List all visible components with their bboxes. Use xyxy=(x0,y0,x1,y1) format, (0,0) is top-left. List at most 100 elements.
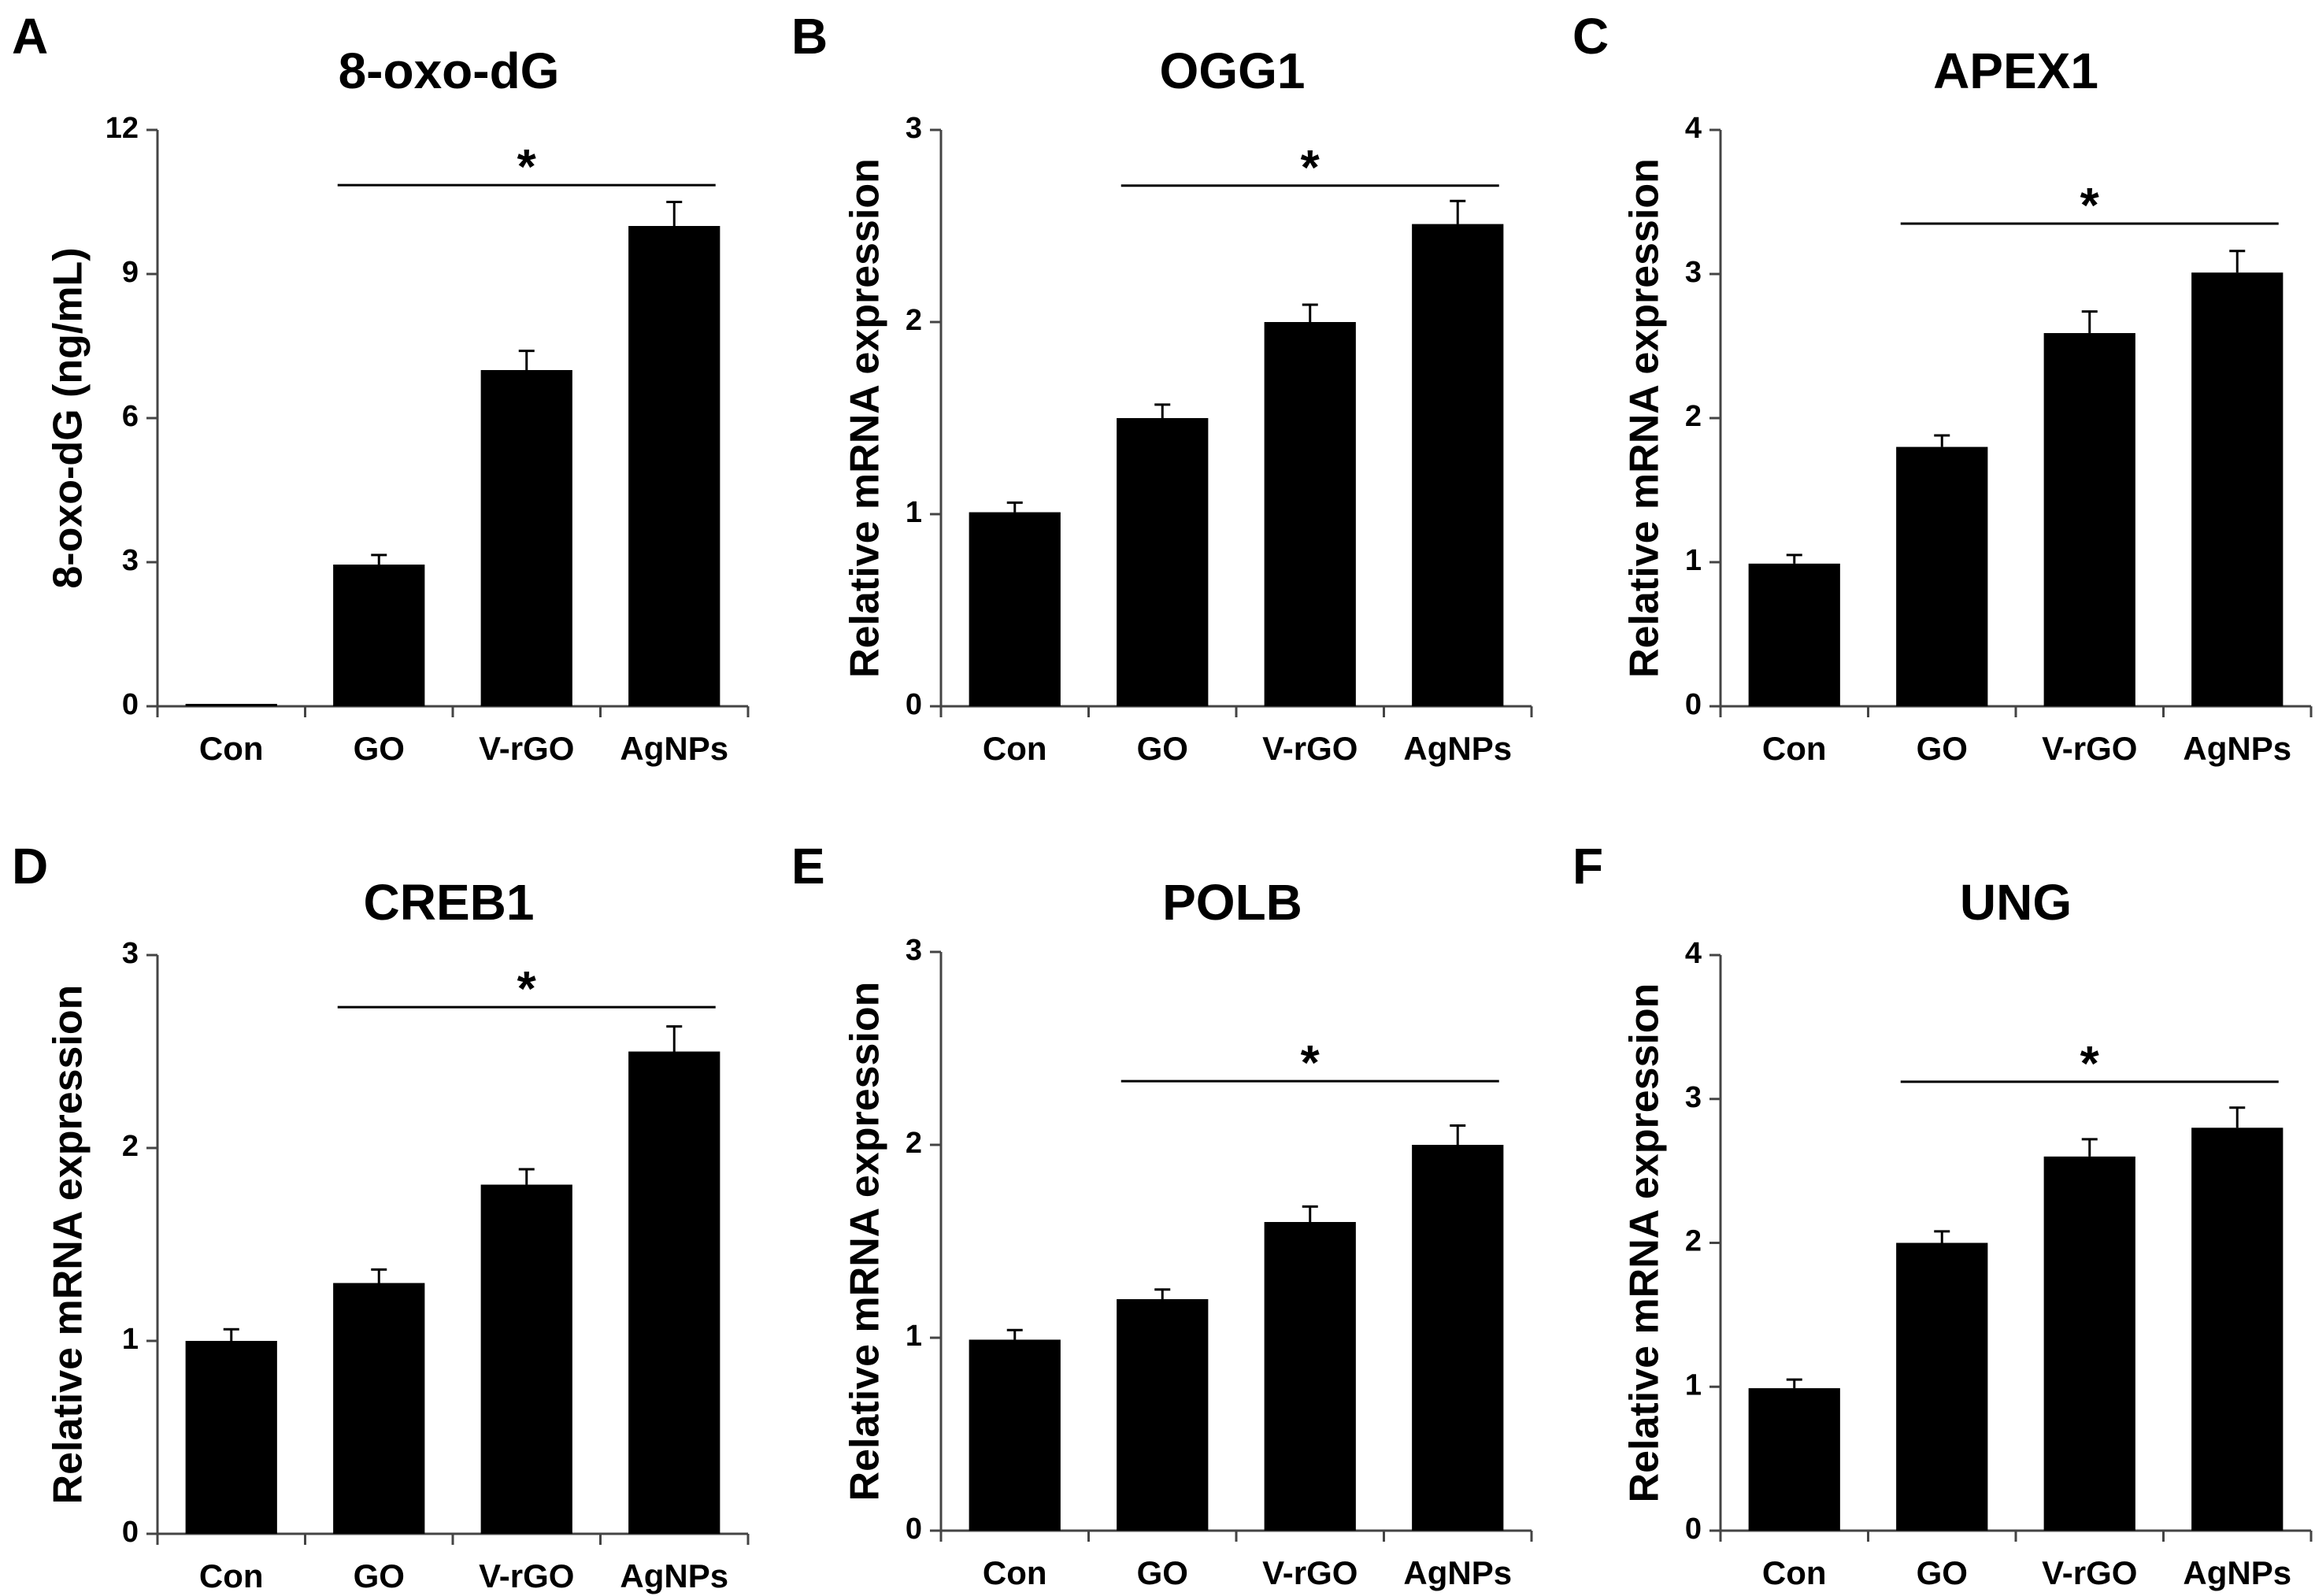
y-axis-label: Relative mRNA expression xyxy=(46,985,91,1505)
y-tick-label: 4 xyxy=(1685,112,1702,145)
bar-go xyxy=(1117,418,1209,706)
y-tick-label: 1 xyxy=(1685,544,1702,577)
chart-title: POLB xyxy=(1162,874,1302,931)
y-tick-label: 3 xyxy=(122,544,139,577)
x-tick-label: Con xyxy=(983,1554,1047,1591)
x-tick-label: AgNPs xyxy=(2183,730,2291,767)
y-tick-label: 1 xyxy=(906,1320,922,1353)
panel-letter: B xyxy=(791,8,828,65)
y-tick-label: 2 xyxy=(906,1127,922,1160)
x-tick-label: Con xyxy=(1762,730,1827,767)
y-tick-label: 3 xyxy=(1685,256,1702,289)
y-axis-label: Relative mRNA expression xyxy=(843,982,888,1502)
bar-v-rgo xyxy=(2043,1156,2135,1531)
bar-go xyxy=(1117,1299,1209,1531)
x-tick-label: V-rGO xyxy=(2042,1554,2137,1591)
y-axis-label: Relative mRNA expression xyxy=(1622,983,1668,1503)
y-tick-label: 6 xyxy=(122,400,139,433)
y-tick-label: 0 xyxy=(122,688,139,721)
bar-con xyxy=(969,1339,1061,1531)
bar-con xyxy=(1748,563,1840,706)
chart-panel-e: E POLB Relative mRNA expression 0 1 2 3 Con GO V-… xyxy=(791,838,1533,1591)
y-axis-label: 8-oxo-dG (ng/mL) xyxy=(46,247,91,588)
x-tick-label: V-rGO xyxy=(479,1557,574,1594)
y-tick-label: 0 xyxy=(122,1516,139,1549)
x-tick-label: AgNPs xyxy=(620,730,728,767)
significance-star: * xyxy=(1301,141,1320,195)
y-tick-label: 2 xyxy=(1685,1225,1702,1258)
y-tick-label: 9 xyxy=(122,256,139,289)
y-tick-label: 3 xyxy=(906,112,922,145)
chart-title: CREB1 xyxy=(364,874,535,931)
bar-agnps xyxy=(2191,272,2284,706)
bar-con xyxy=(1748,1388,1840,1531)
bar-con xyxy=(969,512,1061,706)
bar-v-rgo xyxy=(1264,322,1356,706)
y-tick-label: 4 xyxy=(1685,937,1702,970)
bar-go xyxy=(333,565,425,706)
x-tick-label: V-rGO xyxy=(1262,730,1358,767)
y-axis-label: Relative mRNA expression xyxy=(843,158,888,678)
significance-star: * xyxy=(2080,1037,2100,1091)
x-tick-label: Con xyxy=(199,730,264,767)
y-tick-label: 0 xyxy=(1685,1513,1702,1546)
y-tick-label: 3 xyxy=(906,934,922,967)
y-tick-label: 2 xyxy=(1685,400,1702,433)
x-tick-label: Con xyxy=(983,730,1047,767)
bar-con xyxy=(185,1341,277,1534)
y-axis-label: Relative mRNA expression xyxy=(1622,158,1668,678)
chart-title: APEX1 xyxy=(1933,43,2098,99)
significance-star: * xyxy=(517,140,537,194)
x-tick-label: V-rGO xyxy=(2042,730,2137,767)
x-tick-label: V-rGO xyxy=(1262,1554,1358,1591)
y-tick-label: 0 xyxy=(906,1513,922,1546)
bar-agnps xyxy=(628,1051,720,1534)
x-tick-label: GO xyxy=(1917,730,1968,767)
x-tick-label: Con xyxy=(199,1557,264,1594)
bar-go xyxy=(333,1283,425,1534)
x-tick-label: AgNPs xyxy=(2183,1554,2291,1591)
chart-title: 8-oxo-dG xyxy=(339,43,560,99)
chart-panel-a: A 8-oxo-dG 8-oxo-dG (ng/mL) 0 3 6 9 12 Con GO V-rG… xyxy=(12,8,750,767)
x-tick-label: AgNPs xyxy=(1403,1554,1512,1591)
x-tick-label: GO xyxy=(1137,730,1188,767)
panel-letter: A xyxy=(12,8,48,65)
x-tick-label: GO xyxy=(1137,1554,1188,1591)
bar-go xyxy=(1896,1242,1988,1531)
significance-star: * xyxy=(2080,179,2100,233)
x-tick-label: GO xyxy=(1917,1554,1968,1591)
y-tick-label: 1 xyxy=(1685,1368,1702,1402)
bar-agnps xyxy=(2191,1128,2284,1531)
significance-star: * xyxy=(1301,1036,1320,1091)
panel-letter: D xyxy=(12,838,48,894)
y-tick-label: 1 xyxy=(906,496,922,529)
y-tick-label: 2 xyxy=(906,304,922,337)
chart-title: OGG1 xyxy=(1160,43,1306,99)
bar-con xyxy=(185,703,277,706)
x-tick-label: AgNPs xyxy=(620,1557,728,1594)
y-tick-label: 3 xyxy=(1685,1081,1702,1114)
x-tick-label: Con xyxy=(1762,1554,1827,1591)
x-tick-label: AgNPs xyxy=(1403,730,1512,767)
bar-v-rgo xyxy=(480,1184,572,1534)
chart-panel-d: D CREB1 Relative mRNA expression 0 1 2 3 Con GO V… xyxy=(12,838,750,1594)
bar-v-rgo xyxy=(2043,333,2135,706)
y-tick-label: 0 xyxy=(906,688,922,721)
bar-agnps xyxy=(628,226,720,706)
y-tick-label: 3 xyxy=(122,937,139,970)
bar-v-rgo xyxy=(480,370,572,706)
chart-panel-b: B OGG1 Relative mRNA expression 0 1 2 3 Con GO V-… xyxy=(791,8,1533,767)
y-tick-label: 12 xyxy=(106,112,139,145)
panel-letter: E xyxy=(791,838,825,894)
chart-panel-f: F UNG Relative mRNA expression 0 1 2 3 4 Con GO V-… xyxy=(1572,838,2313,1591)
x-tick-label: V-rGO xyxy=(479,730,574,767)
y-tick-label: 1 xyxy=(122,1323,139,1356)
x-tick-label: GO xyxy=(354,1557,405,1594)
significance-star: * xyxy=(517,962,537,1016)
x-tick-label: GO xyxy=(354,730,405,767)
chart-panel-c: C APEX1 Relative mRNA expression 0 1 2 3 4 Con GO… xyxy=(1572,8,2313,767)
panel-letter: F xyxy=(1572,838,1603,894)
y-tick-label: 2 xyxy=(122,1130,139,1163)
bar-agnps xyxy=(1412,224,1504,706)
